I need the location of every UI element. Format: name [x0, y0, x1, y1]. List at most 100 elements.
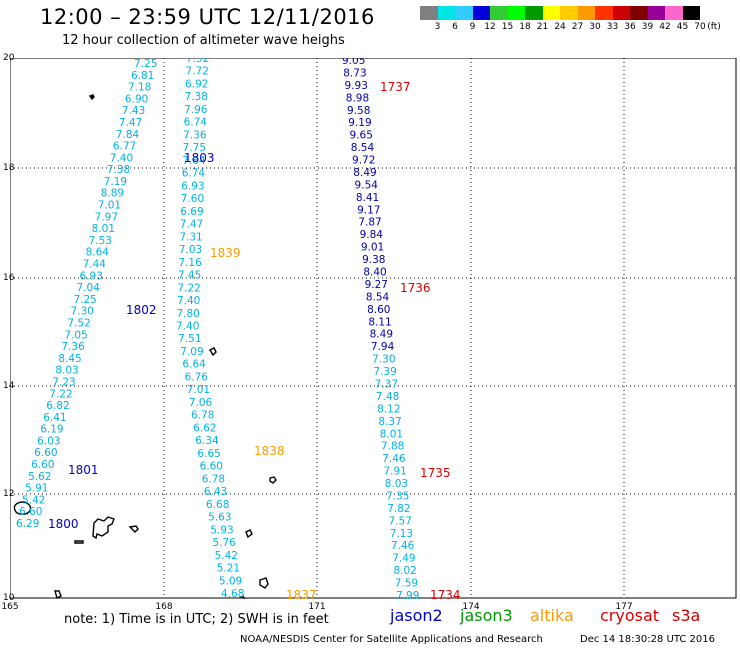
wave-height-value: 9.84 [360, 229, 384, 241]
colorbar-label: 42 [659, 22, 671, 32]
wave-height-value: 8.40 [363, 267, 386, 279]
wave-height-value: 7.37 [375, 378, 398, 390]
wave-height-value: 6.60 [19, 506, 42, 518]
island-6 [269, 476, 277, 484]
wave-height-value: 7.22 [49, 388, 72, 400]
wave-height-value: 6.03 [37, 435, 60, 447]
pass-time-label: 1802 [126, 303, 157, 317]
wave-height-value: 9.93 [345, 80, 368, 92]
pass-time-label: 1737 [380, 80, 411, 94]
wave-height-value: 8.89 [101, 188, 124, 200]
wave-height-value: 7.30 [70, 306, 93, 318]
pass-time-label: 1800 [48, 517, 79, 531]
colorbar-label: 18 [519, 22, 531, 32]
latitude-label: 12 [3, 489, 15, 499]
colorbar-unit: (ft) [707, 22, 721, 32]
colorbar-swatch [682, 6, 700, 20]
colorbar-swatch [507, 6, 525, 20]
island-5 [128, 525, 139, 533]
pass-time-label: 1837 [286, 588, 317, 600]
credit-text: NOAA/NESDIS Center for Satellite Applica… [240, 634, 543, 645]
island-11 [239, 595, 246, 600]
wave-height-value: 8.45 [58, 353, 81, 365]
wave-height-value: 7.88 [381, 441, 404, 453]
colorbar-swatch [472, 6, 490, 20]
colorbar-label: 70 [694, 22, 706, 32]
wave-height-value: 4.68 [221, 588, 244, 600]
wave-height-value: 7.22 [177, 282, 200, 294]
wave-height-value: 7.18 [128, 82, 151, 94]
wave-height-value: 6.60 [34, 447, 57, 459]
wave-height-value: 6.34 [195, 435, 219, 447]
wave-height-value: 7.40 [110, 152, 133, 164]
wave-height-value: 6.74 [182, 168, 206, 180]
wave-height-value: 7.01 [187, 384, 210, 396]
longitude-label: 171 [308, 602, 326, 612]
wave-height-value: 7.80 [176, 308, 199, 320]
colorbar-label: 12 [484, 22, 496, 32]
island-2 [13, 501, 32, 515]
wave-height-value: 8.64 [86, 247, 110, 259]
wave-height-value: 7.04 [77, 282, 101, 294]
colorbar-label: 3 [434, 22, 441, 32]
colorbar-swatch [420, 6, 438, 20]
wave-height-value: 5.76 [212, 537, 236, 549]
wave-height-value: 6.60 [31, 459, 54, 471]
colorbar-swatch [437, 6, 455, 20]
wave-height-value: 7.40 [176, 321, 199, 333]
map-area: 7.527.726.927.387.966.747.367.757.646.74… [10, 58, 737, 600]
wave-height-value: 7.06 [189, 397, 213, 409]
wave-height-value: 8.01 [380, 428, 403, 440]
island-4 [74, 540, 84, 544]
latitude-label: 10 [3, 593, 15, 603]
wave-height-value: 6.41 [43, 412, 66, 424]
wave-height-value: 8.49 [370, 329, 393, 341]
wave-height-value: 6.62 [193, 422, 216, 434]
wave-height-value: 6.19 [40, 424, 63, 436]
map-title: 12:00 – 23:59 UTC 12/11/2016 [40, 5, 375, 29]
colorbar-swatch [455, 6, 473, 20]
map-frame [10, 58, 737, 599]
wave-height-value: 7.13 [390, 528, 413, 540]
pass-time-label: 1803 [184, 151, 215, 165]
wave-height-value: 6.74 [184, 117, 208, 129]
wave-height-value: 6.64 [182, 359, 206, 371]
wave-height-value: 7.30 [372, 354, 395, 366]
wave-height-value: 9.17 [357, 204, 380, 216]
wave-height-value: 6.29 [16, 518, 39, 530]
wave-height-value: 7.51 [178, 333, 201, 345]
longitude-label: 168 [155, 602, 173, 612]
islands [13, 94, 277, 600]
wave-height-value: 7.87 [358, 217, 381, 229]
wave-height-value: 7.39 [373, 366, 396, 378]
wave-height-value: 7.52 [186, 58, 209, 65]
wave-height-value: 7.36 [61, 341, 85, 353]
wave-height-value: 8.60 [367, 304, 390, 316]
wave-height-value: 8.11 [368, 316, 391, 328]
wave-height-value: 7.52 [67, 317, 90, 329]
wave-height-value: 7.99 [396, 590, 419, 600]
wave-height-value: 9.58 [347, 105, 370, 117]
legend-jason2: jason2 [390, 606, 443, 625]
wave-height-value: 7.49 [392, 553, 415, 565]
longitude-label: 177 [615, 602, 633, 612]
colorbar-swatch [577, 6, 595, 20]
wave-height-value: 6.78 [202, 473, 225, 485]
wave-height-value: 8.02 [393, 565, 416, 577]
island-7 [54, 590, 62, 600]
longitude-label: 174 [462, 602, 480, 612]
wave-height-value: 9.19 [348, 117, 371, 129]
wave-height-value: 5.21 [217, 563, 240, 575]
colorbar-swatch [490, 6, 508, 20]
colorbar-label: 39 [641, 22, 654, 32]
wave-height-value: 7.45 [178, 270, 201, 282]
wave-height-value: 7.46 [391, 540, 415, 552]
wave-height-value: 7.23 [52, 376, 75, 388]
colorbar-swatch [595, 6, 613, 20]
wave-height-value: 7.75 [183, 142, 206, 154]
pass-time-label: 1801 [68, 463, 99, 477]
wave-height-value: 8.03 [55, 365, 78, 377]
wave-height-value: 8.98 [346, 92, 369, 104]
wave-height-value: 7.72 [186, 66, 209, 78]
